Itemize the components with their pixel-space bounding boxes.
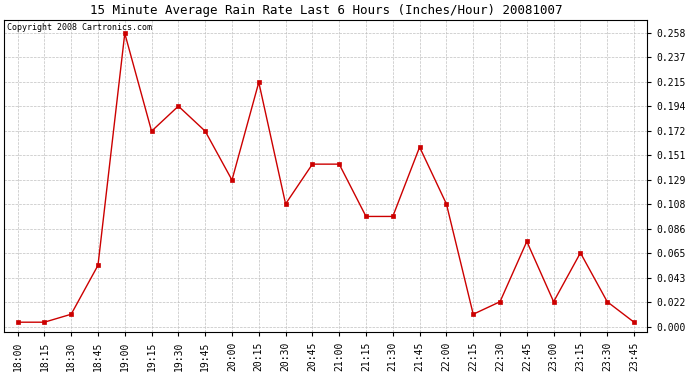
Text: Copyright 2008 Cartronics.com: Copyright 2008 Cartronics.com — [8, 23, 152, 32]
Title: 15 Minute Average Rain Rate Last 6 Hours (Inches/Hour) 20081007: 15 Minute Average Rain Rate Last 6 Hours… — [90, 4, 562, 17]
